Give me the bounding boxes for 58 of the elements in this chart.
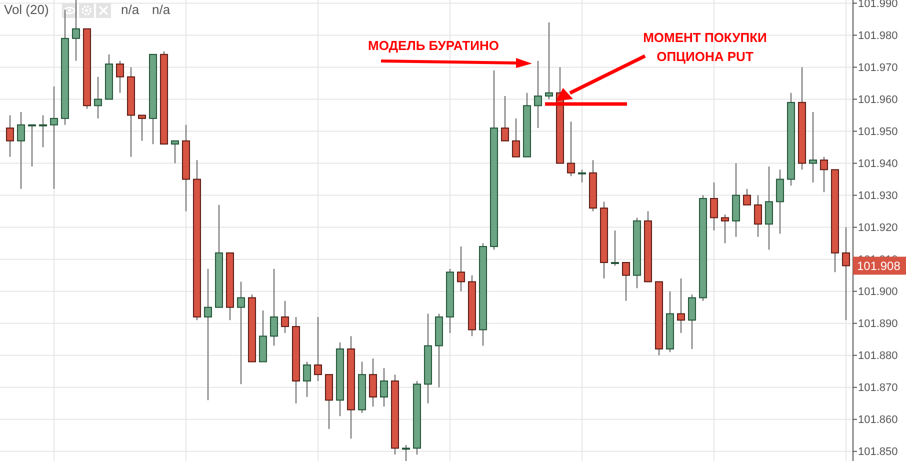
y-tick-label: 101.980 [858, 30, 898, 42]
candlestick [6, 114, 14, 158]
candlestick [721, 214, 729, 244]
candlestick [314, 316, 322, 382]
annotation: МОДЕЛЬ БУРАТИНО [368, 38, 499, 53]
annotation: МОМЕНТ ПОКУПКИ ОПЦИОНА PUT [643, 30, 767, 64]
candlestick [402, 444, 410, 461]
y-tick-label: 101.880 [858, 350, 898, 362]
candlestick [776, 169, 784, 234]
annotation: n/a [152, 2, 171, 17]
candlestick [534, 60, 542, 129]
candlestick [820, 156, 828, 193]
candlestick [688, 294, 696, 350]
candlestick [611, 230, 619, 266]
candlestick [237, 281, 245, 385]
candlestick [116, 60, 124, 94]
candlestick [17, 112, 25, 190]
y-tick-label: 101.870 [858, 382, 898, 394]
candlestick [94, 76, 102, 119]
candlestick [842, 226, 850, 321]
y-tick-label: 101.890 [858, 318, 898, 330]
candlestick [501, 96, 509, 142]
candlestick [809, 112, 817, 183]
candlestick [281, 300, 289, 334]
candlestick [677, 278, 685, 334]
y-tick-label: 101.900 [858, 286, 898, 298]
candlestick [270, 268, 278, 346]
candlestick [380, 368, 388, 408]
annotation: Vol (20) [4, 2, 49, 17]
y-tick-label: 101.950 [858, 126, 898, 138]
candlestick [512, 118, 520, 158]
candlestick [72, 0, 80, 62]
candlestick [138, 114, 146, 142]
candlestick [303, 361, 311, 398]
candlestick [204, 268, 212, 401]
candlestick [622, 262, 630, 302]
y-tick-label: 101.960 [858, 94, 898, 106]
y-tick-label: 101.850 [858, 446, 898, 458]
text: 101.908 [857, 258, 901, 273]
y-tick-label: 101.930 [858, 190, 898, 202]
annotation: n/a [121, 2, 140, 17]
candlestick [765, 166, 773, 250]
y-tick-label: 101.860 [858, 414, 898, 426]
candlestick [578, 169, 586, 183]
candlestick [50, 86, 58, 190]
candlestick [28, 124, 36, 167]
y-tick-label: 101.940 [858, 158, 898, 170]
candlestick [743, 188, 751, 206]
candlestick [567, 121, 575, 177]
candlestick [39, 114, 47, 148]
y-tick-label: 101.970 [858, 62, 898, 74]
y-tick-label: 101.920 [858, 222, 898, 234]
candlestick [369, 358, 377, 408]
candlestick [710, 182, 718, 231]
candlestick [457, 246, 465, 292]
candlestick [545, 22, 553, 100]
candlestick [171, 140, 179, 164]
candlestick [754, 194, 762, 238]
